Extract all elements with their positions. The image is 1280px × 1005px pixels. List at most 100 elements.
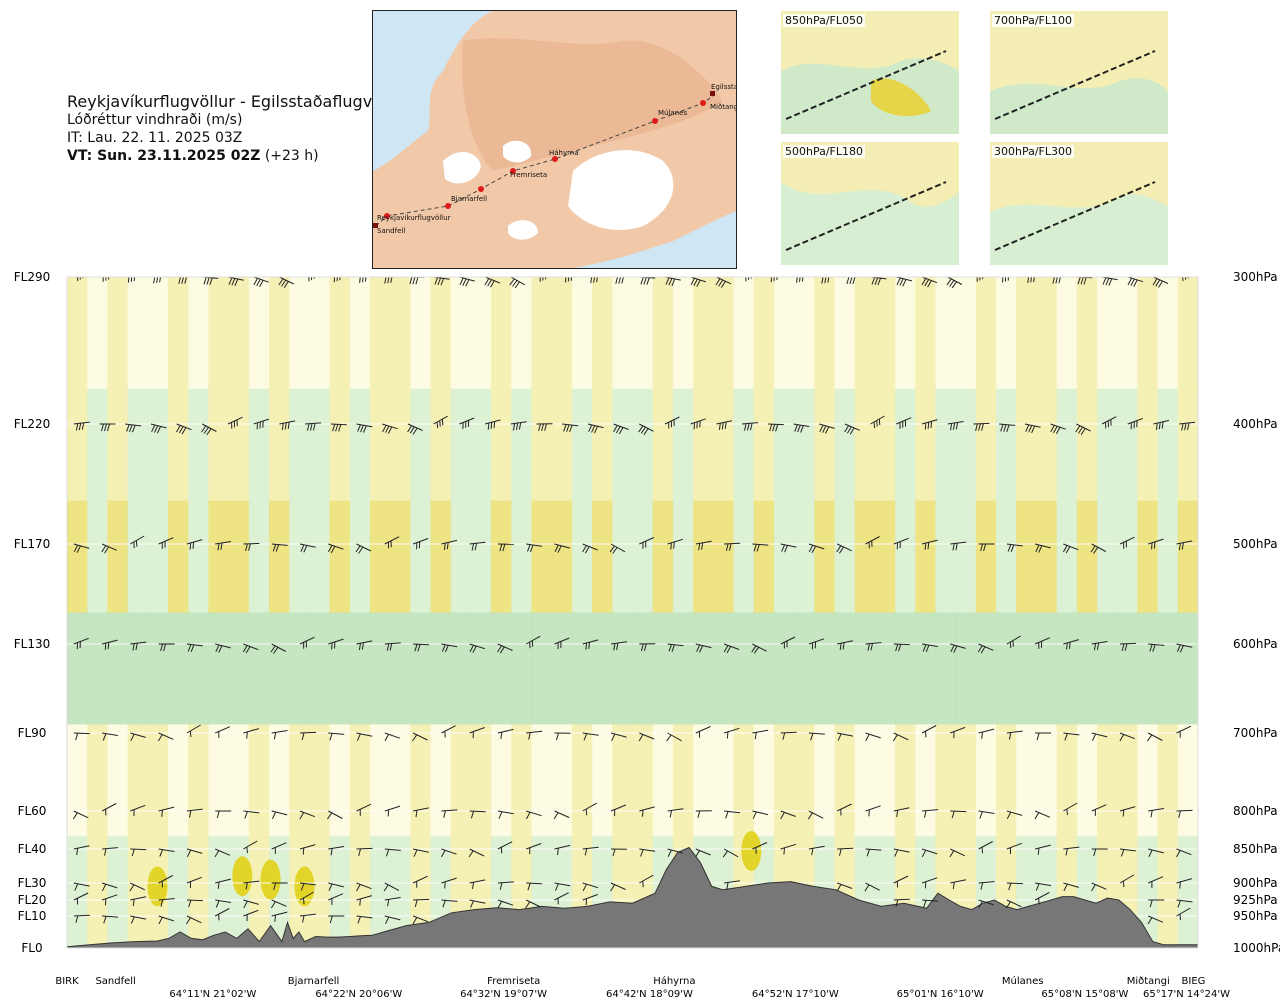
wind-barb-flag [1065, 546, 1071, 554]
wind-barb-staff [1006, 899, 1022, 908]
wind-barb-staff [215, 643, 231, 649]
wind-barb-flag [1077, 277, 1081, 285]
wind-barb-flag [357, 424, 361, 432]
wind-barb-flag [135, 540, 138, 547]
field-cell [511, 724, 533, 838]
wind-barb-flag [300, 883, 305, 891]
wind-barb-flag [585, 642, 588, 650]
wind-barb-flag [220, 542, 223, 550]
wind-barb-flag [615, 426, 621, 434]
field-cell [975, 724, 997, 838]
wind-barb-flag [565, 277, 567, 283]
field-cell [511, 277, 533, 390]
field-cell [632, 388, 654, 502]
field-cell [329, 612, 351, 726]
wind-barb-staff [808, 543, 825, 550]
waypoint-label: Bjarnarfell [288, 976, 340, 987]
field-cell [1016, 277, 1038, 390]
wind-barb-flag [588, 424, 593, 432]
field-cell [632, 612, 654, 726]
wind-barb-flag [1025, 424, 1030, 432]
wind-barb-flag [780, 812, 785, 820]
wind-barb-flag [493, 421, 496, 429]
valid-time-line: VT: Sun. 23.11.2025 02Z (+23 h) [67, 147, 408, 165]
wind-barb-flag [192, 542, 195, 549]
wind-barb-flag [412, 427, 418, 435]
wind-barb-staff [158, 537, 174, 545]
wind-barb-flag [158, 916, 163, 925]
wind-barb-staff [186, 539, 203, 545]
wind-barb-flag [899, 278, 904, 286]
wind-barb-flag [273, 732, 277, 740]
field-cell [1157, 724, 1179, 838]
panel-300hpa: 300hPa/FL300 [990, 142, 1168, 265]
wind-barb-flag [185, 917, 191, 925]
field-cell [329, 836, 351, 948]
wind-barb-flag [470, 811, 475, 819]
pressure-level-label: 800hPa [1233, 804, 1278, 818]
lead-time: (+23 h) [264, 148, 319, 164]
wind-barb-flag [1033, 277, 1035, 283]
field-cell [874, 612, 897, 726]
wind-barb-staff [610, 732, 627, 738]
field-cell [1036, 612, 1058, 726]
wind-barb-flag [470, 900, 474, 908]
wind-barb-staff [950, 879, 967, 884]
wind-barb-staff [1006, 543, 1023, 547]
wind-barb-flag [1176, 644, 1181, 652]
field-cell [168, 836, 190, 948]
panel-300hpa-svg [990, 142, 1168, 265]
field-cell [369, 388, 392, 502]
wind-barb-flag [1080, 277, 1084, 285]
wind-barb-flag [186, 849, 192, 858]
wind-barb-flag [529, 544, 534, 553]
wind-barb-flag [156, 426, 162, 434]
wind-barb-flag [412, 734, 418, 742]
field-cell [87, 388, 109, 502]
field-cell [713, 500, 735, 614]
field-cell [248, 500, 270, 614]
wind-barb-staff [469, 810, 486, 813]
field-cell [168, 724, 190, 838]
wind-barb-staff [837, 640, 854, 645]
wind-barb-staff [1119, 874, 1135, 884]
field-cell [147, 500, 169, 614]
flight-level-label: FL220 [14, 417, 51, 431]
field-cell [693, 612, 715, 726]
wind-barb-flag [159, 849, 164, 857]
field-cell [1016, 724, 1038, 838]
field-cell [733, 612, 755, 726]
wind-barb-flag [1010, 544, 1015, 552]
field-cell [168, 388, 190, 502]
field-cell [1117, 500, 1139, 614]
wind-barb-flag [1093, 643, 1097, 651]
field-cell [874, 724, 897, 838]
wind-barb-flag [1030, 277, 1033, 283]
wind-barb-staff [130, 804, 146, 812]
wind-barb-flag [181, 427, 187, 435]
field-cell [531, 277, 553, 390]
wind-barb-staff [407, 423, 423, 431]
wind-barb-flag [621, 277, 624, 284]
field-cell [450, 612, 472, 726]
wind-barb-flag [1077, 426, 1084, 434]
wind-barb-staff [328, 893, 344, 901]
wind-barb-flag [412, 917, 418, 925]
wind-barb-flag [415, 277, 419, 285]
field-cell [551, 612, 573, 726]
wind-barb-staff [610, 641, 627, 645]
glacier-vatnajokull [568, 150, 674, 230]
wind-barb-flag [1108, 278, 1113, 286]
wind-barb-flag [980, 543, 984, 552]
wind-barb-flag [638, 425, 644, 433]
waypoint-label: Múlanes [1002, 975, 1044, 987]
field-cell [794, 612, 816, 726]
wind-barb-flag [76, 277, 79, 282]
wind-barb-staff [667, 732, 682, 742]
panel-700hpa-svg [990, 11, 1168, 134]
map-place-label: Bjarnarfell [451, 195, 487, 203]
wind-barb-flag [1122, 809, 1125, 817]
wind-barb-staff [469, 541, 486, 545]
wind-barb-flag [359, 898, 361, 906]
field-cell [188, 836, 210, 948]
